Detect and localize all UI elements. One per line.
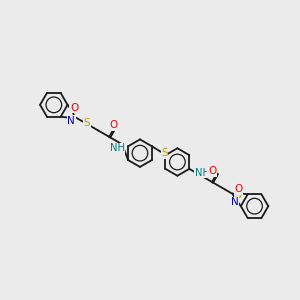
Text: O: O [234, 184, 242, 194]
Text: N: N [231, 197, 239, 207]
Text: NH: NH [195, 168, 210, 178]
Text: N: N [67, 116, 75, 126]
Text: S: S [234, 190, 241, 200]
Text: NH: NH [110, 143, 125, 153]
Text: S: S [84, 118, 90, 128]
Text: O: O [70, 103, 78, 113]
Text: O: O [208, 166, 216, 176]
Text: S: S [161, 148, 168, 158]
Text: O: O [109, 120, 117, 130]
